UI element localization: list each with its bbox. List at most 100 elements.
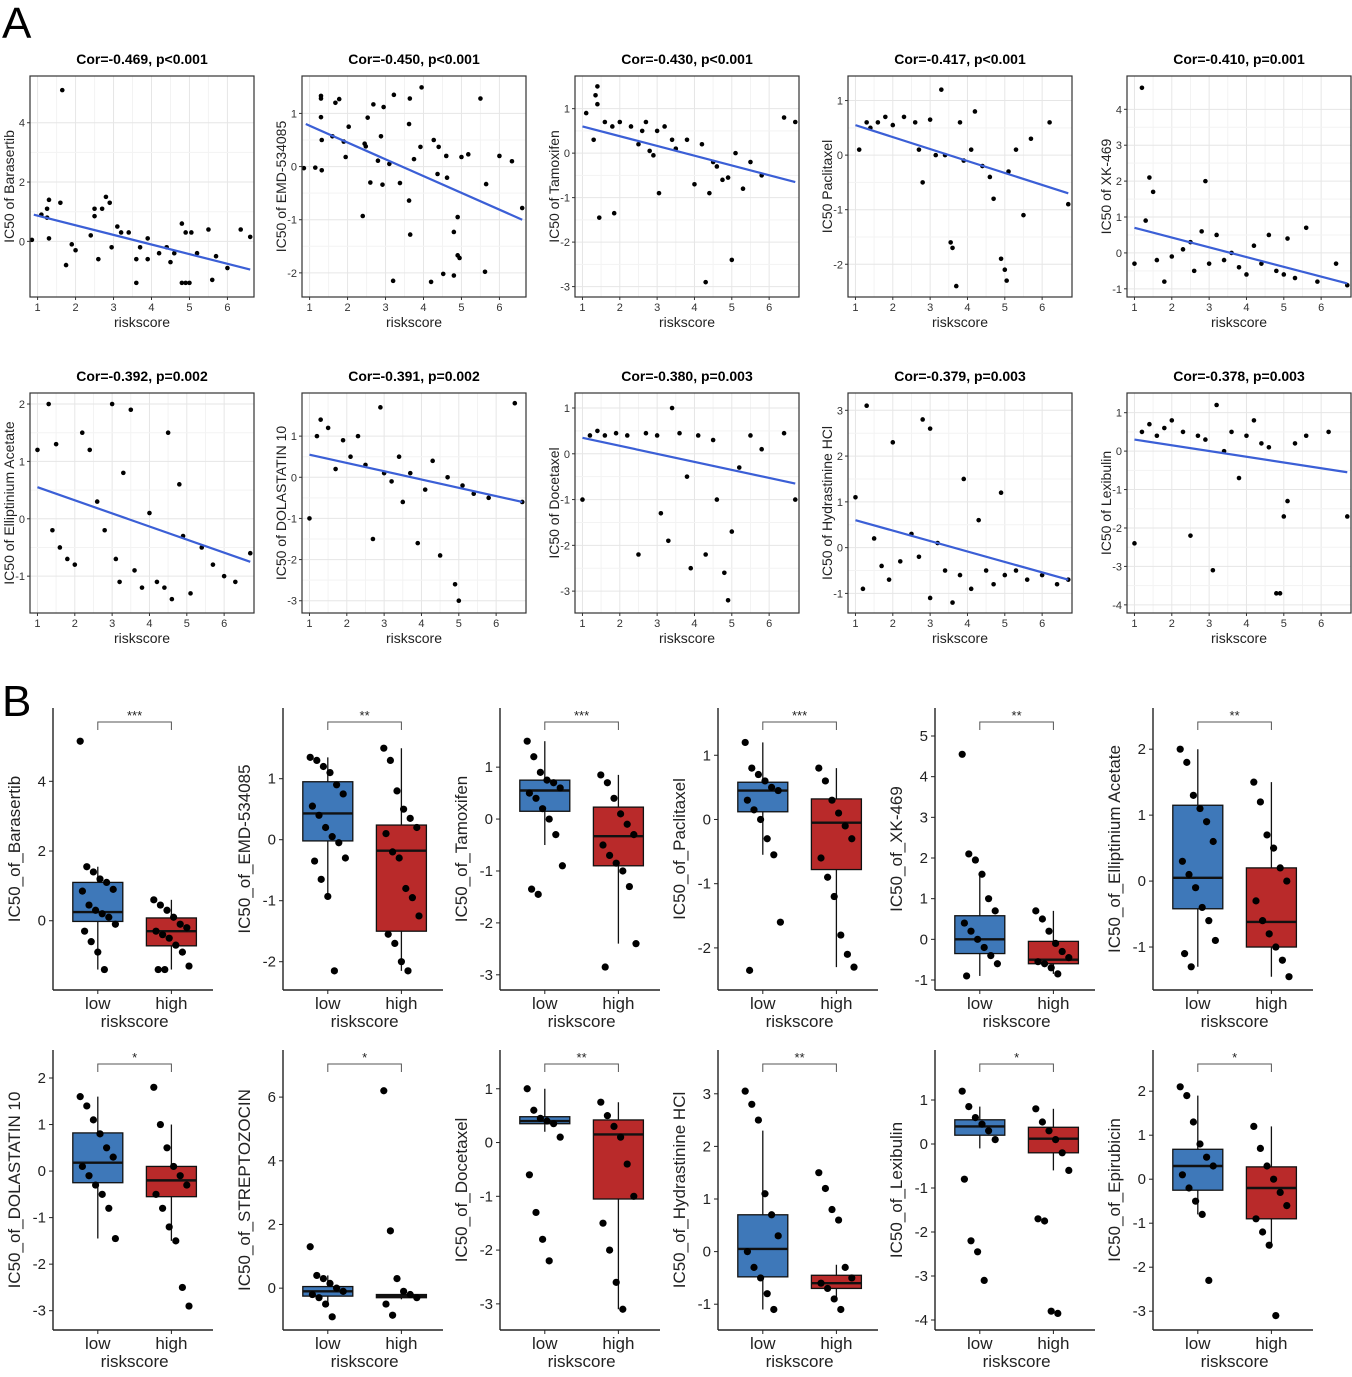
plot-background [575, 76, 799, 297]
boxplot-panel: -4 -3 -2 -1 0 1 low high * riskscore IC50_of_Lexib… [887, 1050, 1095, 1371]
data-point [185, 962, 193, 970]
x-tick-label: 2 [617, 618, 623, 630]
data-point [471, 491, 477, 497]
data-point [927, 595, 933, 601]
data-point [792, 497, 798, 502]
data-point [319, 167, 325, 173]
data-point [393, 787, 401, 795]
data-point [1198, 1210, 1206, 1218]
data-point [406, 1290, 414, 1299]
x-tick-label: 4 [691, 618, 697, 630]
x-tick-label: 4 [420, 302, 426, 314]
data-point [94, 948, 102, 956]
significance-bracket [762, 721, 837, 730]
y-axis-label: IC50_of_Barasertib [5, 776, 24, 922]
regression-line [582, 436, 796, 485]
data-point [757, 815, 765, 824]
data-point [165, 1223, 173, 1231]
y-tick-label: -2 [915, 1224, 928, 1241]
data-point [375, 158, 381, 164]
x-tick-label: 2 [72, 302, 78, 314]
y-tick-label: 0 [564, 449, 570, 461]
y-tick-label: -2 [480, 1242, 493, 1259]
significance-bracket [544, 721, 619, 730]
data-point [695, 433, 701, 438]
x-category-label: low [750, 1334, 776, 1353]
data-point [815, 1169, 823, 1177]
data-point [1281, 514, 1287, 519]
data-point [102, 527, 107, 533]
data-point [365, 115, 370, 120]
data-point [46, 236, 52, 241]
x-tick-label: 3 [382, 302, 388, 314]
x-axis-label: riskscore [766, 1352, 834, 1371]
x-tick-label: 5 [1281, 302, 1287, 314]
data-point [115, 224, 120, 229]
y-tick-label: 2 [38, 843, 46, 860]
data-point [1058, 947, 1066, 956]
data-point [1236, 264, 1242, 270]
y-tick-label: 1 [19, 456, 25, 468]
y-tick-label: 4 [19, 118, 25, 130]
y-tick-label: 0 [485, 1135, 493, 1152]
data-point [927, 117, 933, 122]
data-point [335, 839, 343, 847]
data-point [78, 887, 86, 895]
y-tick-label: -1 [1133, 939, 1146, 956]
x-axis-label: riskscore [1211, 630, 1267, 646]
x-tick-label: 2 [72, 618, 78, 630]
data-point [46, 401, 51, 407]
data-point [1203, 1153, 1211, 1161]
y-tick-label: 1 [564, 104, 570, 116]
x-tick-label: 1 [852, 618, 858, 630]
data-point [1191, 268, 1197, 274]
data-point [324, 892, 332, 901]
data-point [322, 823, 330, 832]
data-point [58, 200, 63, 206]
data-point [326, 769, 334, 777]
data-point [617, 810, 625, 818]
data-point [623, 820, 631, 828]
data-point [1013, 147, 1019, 152]
x-tick-label: 2 [1169, 618, 1175, 630]
data-point [183, 1181, 191, 1189]
data-point [92, 213, 97, 219]
x-axis-label: riskscore [548, 1012, 616, 1031]
data-point [393, 1275, 401, 1283]
data-point [1198, 903, 1206, 912]
data-point [741, 738, 749, 747]
data-point [1065, 1166, 1073, 1174]
data-point [1259, 441, 1264, 446]
data-point [92, 906, 100, 914]
x-axis-label: riskscore [386, 630, 442, 646]
y-tick-label: 2 [920, 850, 928, 867]
y-tick-label: -2 [287, 555, 297, 567]
data-point [389, 1311, 397, 1319]
data-point [1285, 498, 1290, 504]
x-axis-label: riskscore [983, 1012, 1051, 1031]
data-point [1041, 960, 1049, 968]
x-tick-label: 6 [221, 618, 227, 630]
data-point [920, 417, 925, 422]
x-category-label: high [1037, 1334, 1069, 1353]
data-point [194, 250, 200, 256]
data-point [974, 935, 982, 943]
y-axis-label: IC50_of_Lexibulin [887, 1122, 906, 1258]
box-high [592, 1119, 645, 1200]
x-axis-label: riskscore [548, 1352, 616, 1371]
data-point [1205, 917, 1213, 925]
y-axis-label: IC50 of Docetaxel [546, 447, 562, 558]
plot-background [1127, 393, 1351, 613]
data-point [912, 120, 918, 125]
y-tick-label: 1 [38, 1117, 46, 1134]
data-point [400, 499, 406, 505]
data-point [1263, 1162, 1271, 1170]
scatter-panel: 1 2 3 4 5 6 -2 -1 0 1 Cor=-0.417, p<0.001 riskscore… [819, 51, 1073, 330]
data-point [1270, 1175, 1278, 1183]
plot-background [575, 393, 799, 613]
data-point [165, 934, 173, 942]
data-point [754, 770, 763, 779]
data-point [431, 137, 437, 143]
data-point [1229, 429, 1234, 435]
data-point [1209, 1162, 1217, 1170]
